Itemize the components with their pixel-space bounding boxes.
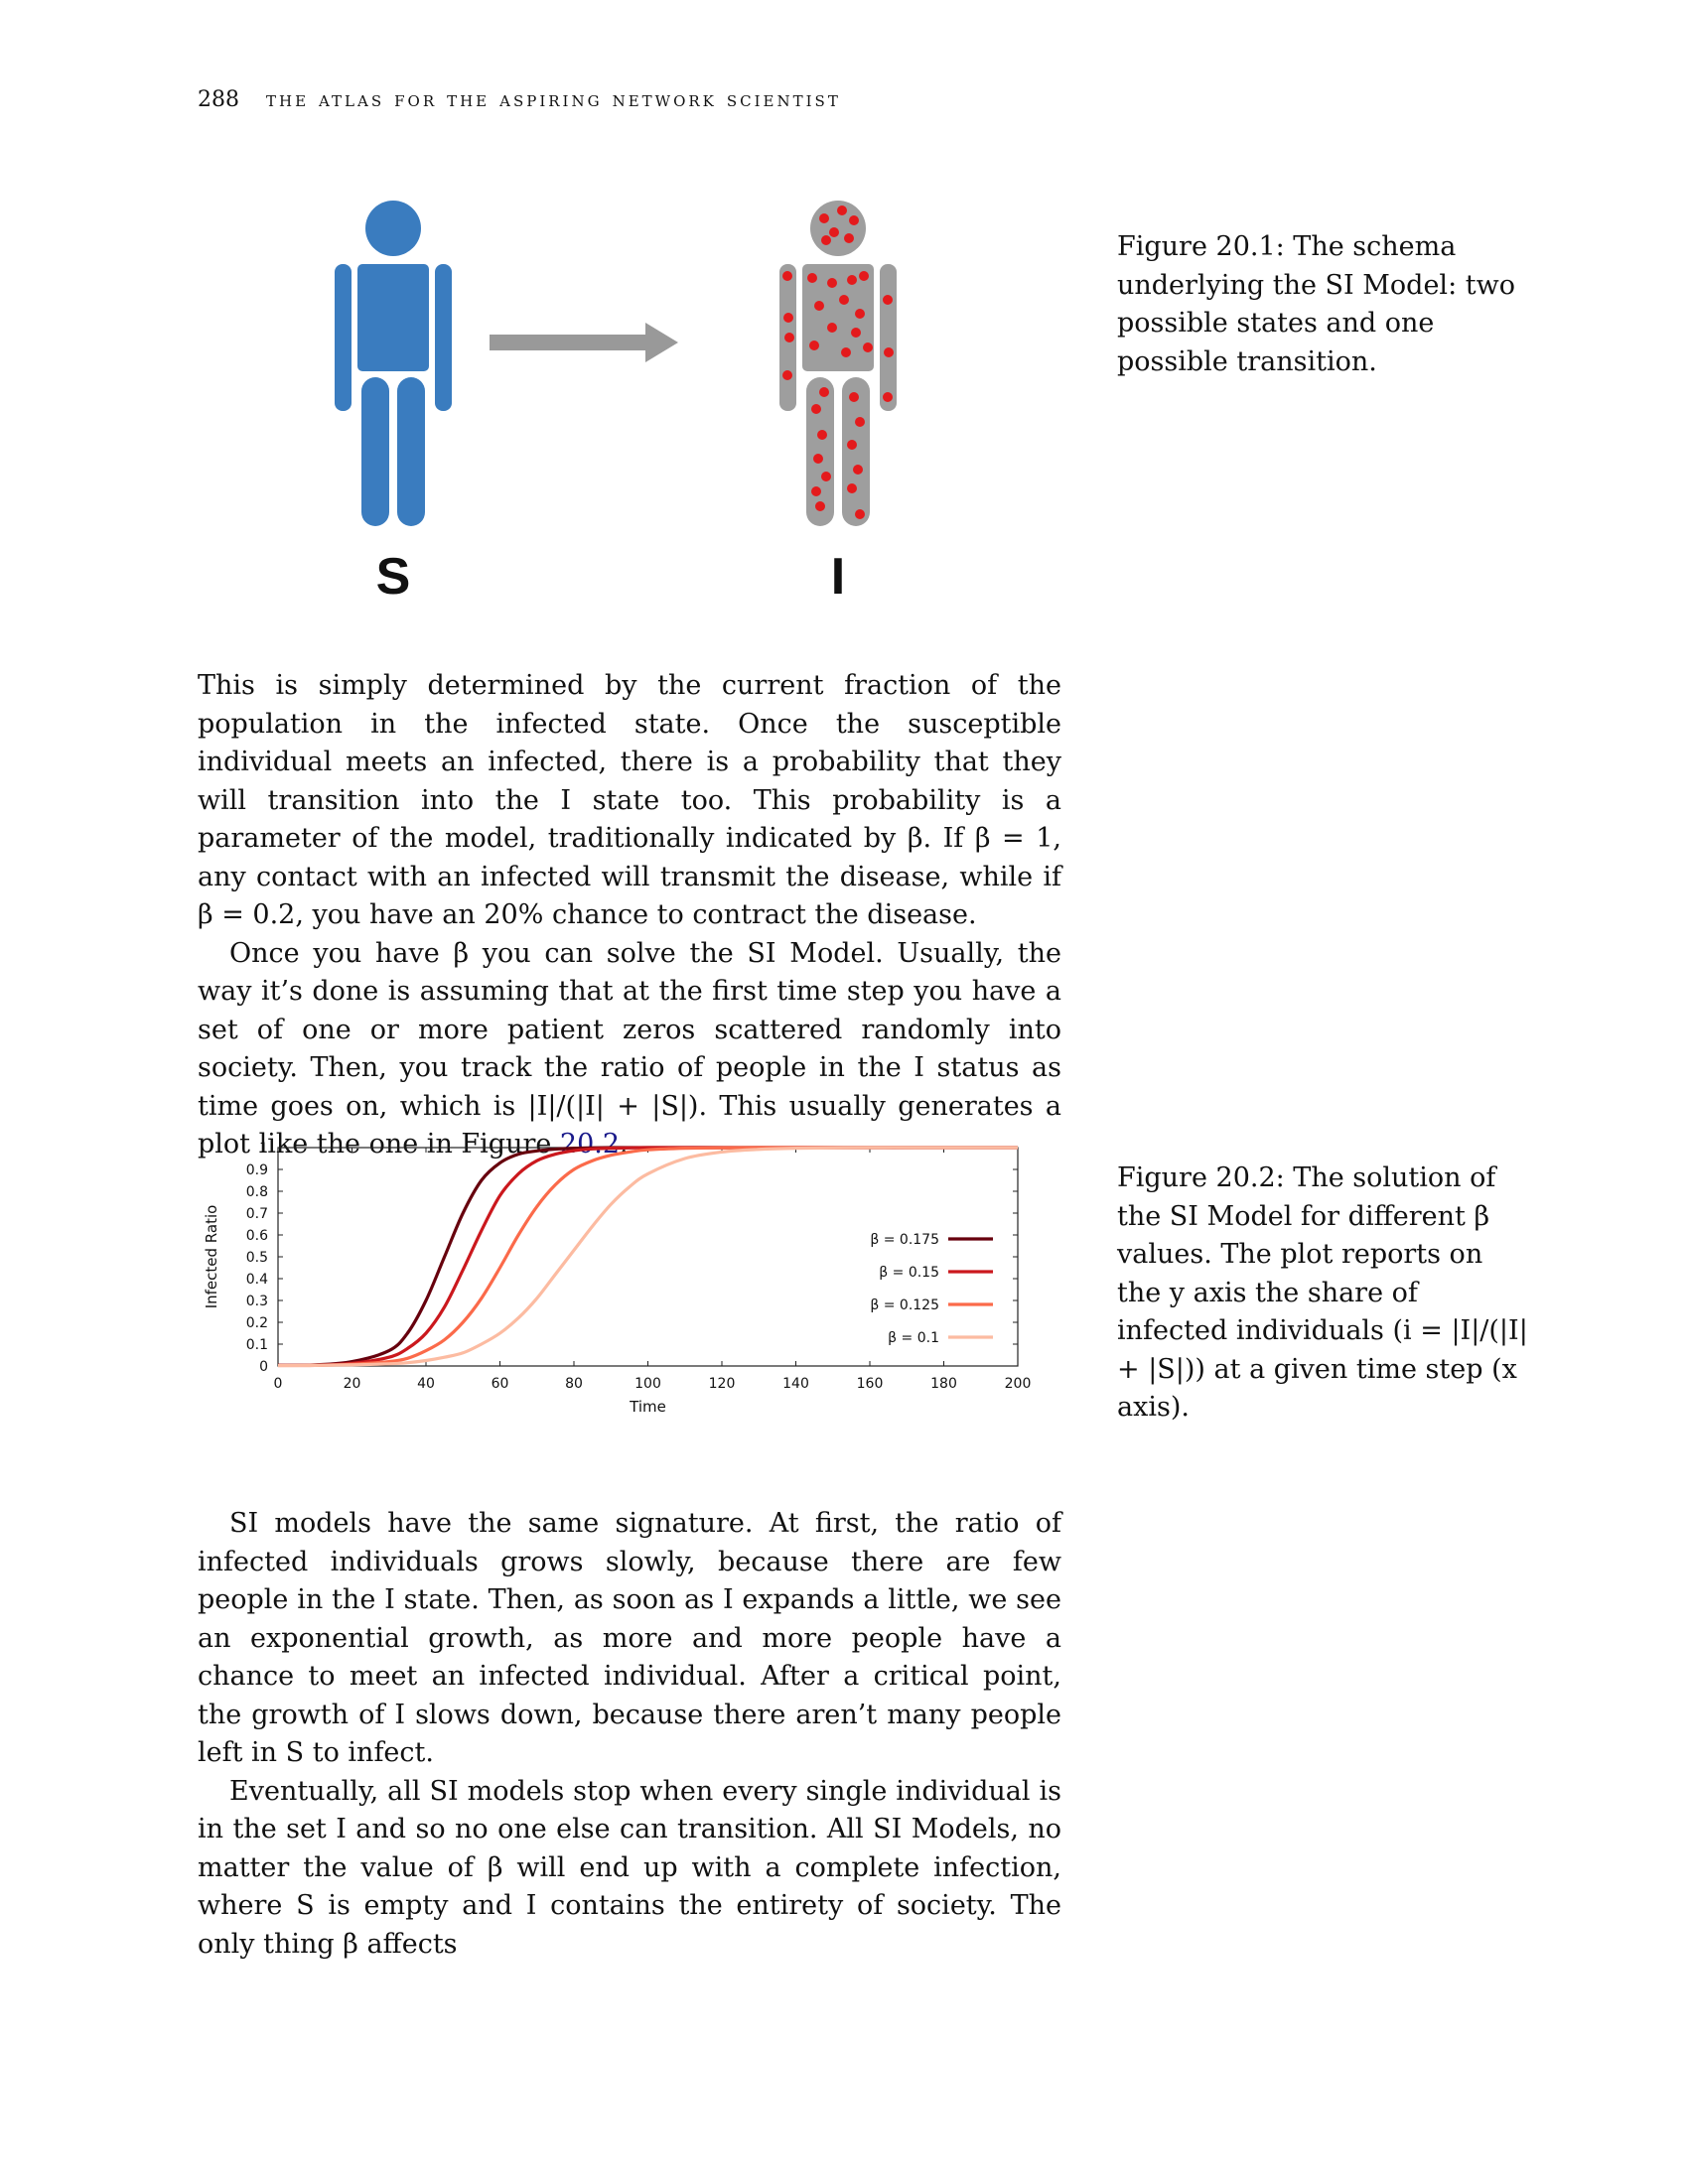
infection-dots <box>782 205 894 519</box>
si-schema-figure: S I <box>335 201 897 606</box>
y-tick-label: 0.8 <box>246 1184 268 1200</box>
x-axis-ticks: 0 20 40 60 80 100 120 140 160 180 200 <box>274 1148 1032 1392</box>
paragraph: SI models have the same signature. At fi… <box>198 1508 1061 1768</box>
x-tick-label: 80 <box>565 1376 583 1392</box>
series-line <box>277 1146 1018 1368</box>
paragraph: This is simply determined by the current… <box>198 670 1061 930</box>
y-tick-label: 0.2 <box>246 1315 268 1331</box>
susceptible-person-icon <box>335 201 452 526</box>
chart-legend: β = 0.175 β = 0.15 β = 0.125 β = 0.1 <box>870 1232 993 1346</box>
running-title: the atlas for the aspiring network scien… <box>266 87 841 112</box>
y-tick-label: 1 <box>259 1141 268 1157</box>
paragraph: Once you have β you can solve the SI Mod… <box>198 935 1061 1164</box>
x-tick-label: 160 <box>857 1376 884 1392</box>
legend-label: β = 0.1 <box>888 1330 939 1346</box>
y-tick-label: 0.9 <box>246 1162 268 1178</box>
x-axis-label: Time <box>629 1398 666 1416</box>
x-tick-label: 0 <box>274 1376 283 1392</box>
y-tick-label: 0.4 <box>246 1272 268 1288</box>
body-text-top: This is simply determined by the current… <box>198 667 1061 1164</box>
legend-label: β = 0.175 <box>870 1232 939 1248</box>
x-tick-label: 120 <box>709 1376 736 1392</box>
transition-arrow-icon <box>490 323 678 362</box>
x-tick-label: 200 <box>1005 1376 1032 1392</box>
y-tick-label: 0.5 <box>246 1250 268 1266</box>
y-tick-label: 0.3 <box>246 1294 268 1309</box>
legend-label: β = 0.125 <box>870 1297 939 1313</box>
paragraph: Eventually, all SI models stop when ever… <box>198 1775 1061 1960</box>
y-tick-label: 0.6 <box>246 1228 268 1244</box>
x-tick-label: 20 <box>344 1376 361 1392</box>
x-tick-label: 40 <box>417 1376 435 1392</box>
body-text-bottom: SI models have the same signature. At fi… <box>198 1505 1061 1964</box>
running-header: 288 the atlas for the aspiring network s… <box>198 87 841 112</box>
x-tick-label: 100 <box>634 1376 661 1392</box>
y-tick-label: 0.7 <box>246 1206 268 1222</box>
x-tick-label: 180 <box>930 1376 957 1392</box>
y-tick-label: 0.1 <box>246 1337 268 1353</box>
page-number: 288 <box>198 87 239 112</box>
x-tick-label: 60 <box>492 1376 509 1392</box>
paragraph-end: . <box>620 1129 629 1160</box>
y-axis-label: Infected Ratio <box>203 1205 220 1309</box>
si-solution-chart: 0 0.1 0.2 0.3 0.4 0.5 0.6 0.7 0.8 0.9 1 0 20 40 60 80 1… <box>203 1141 1032 1416</box>
infected-person-icon <box>779 201 897 526</box>
state-label-s: S <box>376 548 411 606</box>
y-tick-label: 0 <box>259 1359 268 1375</box>
paragraph-text: Once you have β you can solve the SI Mod… <box>198 937 1061 1160</box>
state-label-i: I <box>831 548 845 606</box>
y-axis-ticks: 0 0.1 0.2 0.3 0.4 0.5 0.6 0.7 0.8 0.9 1 <box>246 1141 1018 1375</box>
figure-20-2-caption: Figure 20.2: The solution of the SI Mode… <box>1117 1162 1528 1423</box>
legend-label: β = 0.15 <box>879 1265 939 1281</box>
x-tick-label: 140 <box>782 1376 809 1392</box>
series-lines <box>277 1146 1018 1368</box>
figure-20-1-caption: Figure 20.1: The schema underlying the S… <box>1117 231 1515 377</box>
